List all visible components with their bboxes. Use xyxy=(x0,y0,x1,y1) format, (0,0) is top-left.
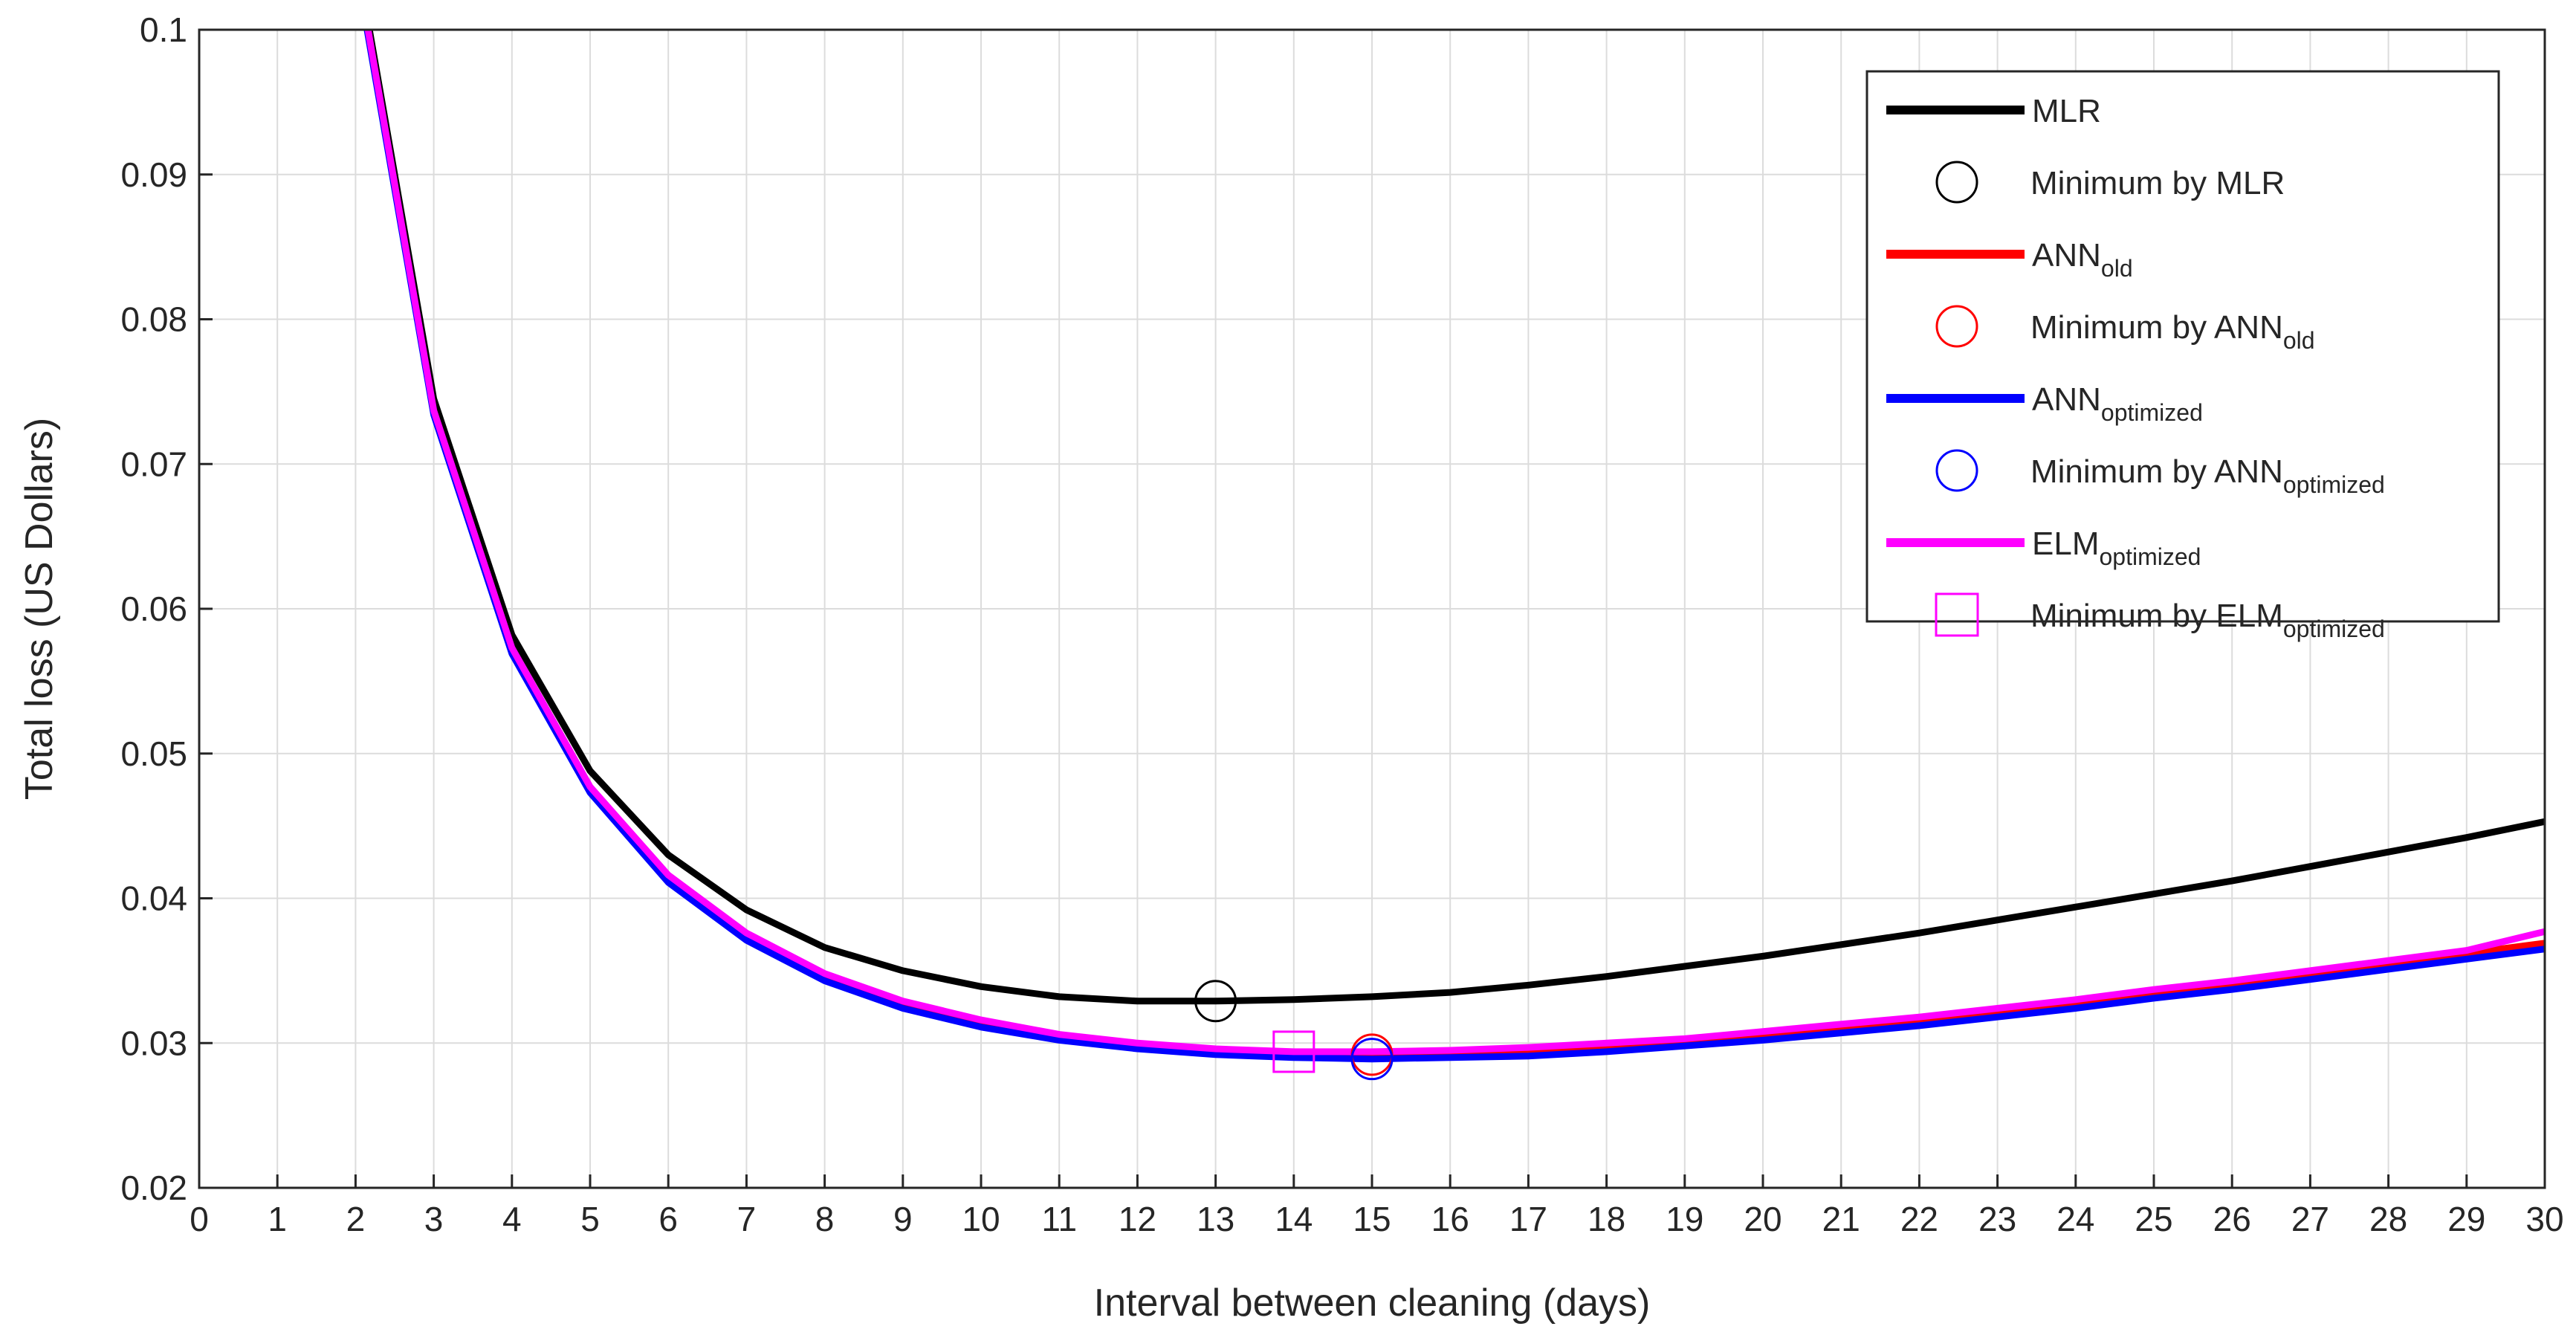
x-tick-label: 17 xyxy=(1509,1200,1547,1238)
x-tick-label: 13 xyxy=(1197,1200,1234,1238)
legend-label-subscript: old xyxy=(2101,255,2133,282)
minimum-by-elm-optimized-marker xyxy=(1272,1030,1315,1073)
y-tick-label: 0.04 xyxy=(120,879,187,918)
legend-label-subscript: old xyxy=(2283,327,2315,354)
y-tick-label: 0.09 xyxy=(120,155,187,194)
legend-entry: Minimum by MLR xyxy=(1935,161,2285,204)
legend-label-subscript: optimized xyxy=(2101,399,2203,426)
legend-label-subscript: optimized xyxy=(2283,615,2385,642)
y-tick-label: 0.02 xyxy=(120,1168,187,1207)
x-tick-label: 12 xyxy=(1119,1200,1156,1238)
x-tick-label: 22 xyxy=(1900,1200,1938,1238)
legend-circle-swatch xyxy=(1935,449,1978,492)
x-tick-label: 5 xyxy=(580,1200,600,1238)
series-lines xyxy=(363,30,2545,1063)
legend-circle-swatch xyxy=(1935,305,1978,348)
legend-box xyxy=(1865,70,2500,623)
elm-optimized-series-line xyxy=(364,30,2545,1056)
x-tick-label: 2 xyxy=(346,1200,366,1238)
x-tick-label: 30 xyxy=(2525,1200,2563,1238)
x-tick-label: 3 xyxy=(424,1200,444,1238)
x-tick-label: 8 xyxy=(815,1200,835,1238)
legend-entry: MLR xyxy=(1886,93,2101,129)
x-tick-label: 11 xyxy=(1041,1200,1077,1238)
x-tick-label: 1 xyxy=(268,1200,287,1238)
x-axis-label: Interval between cleaning (days) xyxy=(1094,1281,1651,1325)
x-tick-label: 23 xyxy=(1978,1200,2016,1238)
x-tick-label: 6 xyxy=(658,1200,678,1238)
minimum-by-ann-optimized-marker xyxy=(1350,1038,1394,1081)
tick-labels: 0 1 2 3 4 5 6 7 8 9 10 11 12 13 14 15 16 17 18 19 20 21 22 23 24… xyxy=(120,10,2563,1238)
y-axis-label: Total loss (US Dollars) xyxy=(18,418,61,800)
y-tick-label: 0.1 xyxy=(140,10,187,49)
legend-label-subscript: optimized xyxy=(2283,471,2385,498)
ann-optimized-series-line xyxy=(363,30,2545,1063)
x-tick-label: 25 xyxy=(2135,1200,2172,1238)
legend-label: MLR xyxy=(2032,93,2101,129)
y-tick-label: 0.08 xyxy=(120,300,187,339)
minimum-by-mlr-marker xyxy=(1194,980,1237,1023)
x-tick-label: 15 xyxy=(1353,1200,1391,1238)
y-tick-label: 0.05 xyxy=(120,734,187,773)
legend-label: Minimum by MLR xyxy=(2030,165,2285,201)
legend-circle-swatch xyxy=(1935,161,1978,204)
x-tick-label: 24 xyxy=(2056,1200,2094,1238)
x-tick-label: 18 xyxy=(1588,1200,1625,1238)
y-tick-label: 0.03 xyxy=(120,1024,187,1062)
y-tick-label: 0.06 xyxy=(120,589,187,628)
x-tick-label: 16 xyxy=(1431,1200,1469,1238)
x-tick-label: 14 xyxy=(1275,1200,1313,1238)
x-tick-label: 28 xyxy=(2369,1200,2407,1238)
x-tick-label: 21 xyxy=(1822,1200,1860,1238)
x-tick-label: 26 xyxy=(2213,1200,2251,1238)
x-tick-label: 29 xyxy=(2447,1200,2485,1238)
x-tick-label: 4 xyxy=(502,1200,522,1238)
legend-square-swatch xyxy=(1935,592,1979,637)
mlr-series-line xyxy=(366,30,2545,1005)
x-tick-label: 10 xyxy=(962,1200,1000,1238)
x-tick-label: 7 xyxy=(737,1200,757,1238)
x-tick-label: 27 xyxy=(2291,1200,2329,1238)
x-tick-label: 20 xyxy=(1744,1200,1781,1238)
y-tick-label: 0.07 xyxy=(120,445,187,483)
legend-label-subscript: optimized xyxy=(2099,543,2201,570)
plot-frame xyxy=(198,28,2546,1189)
x-tick-label: 9 xyxy=(893,1200,913,1238)
minimum-markers xyxy=(1194,980,1394,1081)
x-tick-label: 0 xyxy=(190,1200,209,1238)
x-tick-label: 19 xyxy=(1666,1200,1703,1238)
